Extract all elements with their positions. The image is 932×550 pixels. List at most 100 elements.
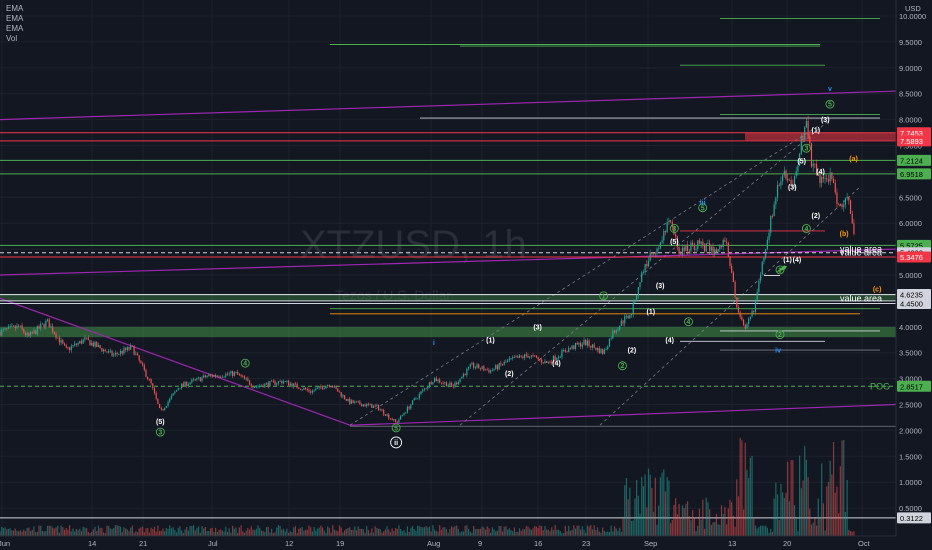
time-axis[interactable]: Jun 14 21 Jul 12 19 Aug 9 16 23 Sep 13 20 Oct [0, 535, 932, 550]
candle-body [809, 136, 811, 144]
volume-bar [26, 527, 28, 536]
volume-bar [544, 526, 546, 536]
volume-bar [350, 529, 353, 536]
price-axis[interactable]: 10.00009.50009.00008.50008.00007.50007.0… [895, 0, 932, 550]
volume-bar [444, 527, 446, 536]
candle-body [184, 381, 186, 386]
candle-body [325, 386, 327, 389]
volume-bar [354, 526, 356, 536]
volume-bar [345, 528, 347, 536]
volume-bar [342, 532, 344, 536]
candle-body [481, 366, 483, 369]
volume-bar [790, 460, 792, 536]
volume-bar [510, 529, 512, 536]
volume-bar [106, 525, 108, 536]
time-tick-label: 21 [139, 539, 147, 548]
dashed-channel-3 [599, 186, 861, 426]
volume-bar [57, 525, 59, 536]
wave-circle [240, 358, 250, 368]
candle-body [649, 252, 651, 262]
volume-bar [172, 527, 174, 536]
price-tag [897, 297, 931, 309]
volume-bar [515, 531, 517, 536]
candle-body [24, 332, 27, 336]
grid [0, 0, 896, 536]
candle-body [756, 291, 758, 301]
volume-bar [739, 437, 741, 536]
candle-body [454, 382, 456, 387]
candle-body [238, 374, 240, 376]
volume-bar [787, 461, 789, 536]
volume-bar [6, 529, 8, 536]
candle-body [751, 311, 753, 317]
volume-bar [28, 527, 30, 536]
volume-bar [335, 530, 337, 536]
volume-bar [627, 499, 629, 536]
price-tag-label: 7.2124 [900, 156, 923, 165]
legend-ema-1[interactable]: EMA [6, 4, 24, 13]
candle-body [352, 400, 354, 403]
volume-bar [817, 498, 819, 536]
volume-bar [736, 479, 738, 536]
time-tick-label: Jun [0, 539, 10, 548]
candle-body [271, 380, 273, 382]
volume-bar [143, 532, 145, 536]
volume-bar [598, 531, 600, 536]
candle-body [843, 204, 845, 207]
volume-bar [101, 527, 103, 536]
candle-body [734, 282, 736, 298]
candle-body [593, 344, 595, 348]
time-tick-label: 23 [582, 539, 590, 548]
candle-body [523, 354, 526, 358]
indicator-legend[interactable]: EMA EMA EMA Vol [6, 4, 23, 44]
volume-bar [413, 528, 415, 536]
legend-ema-3[interactable]: EMA [6, 24, 24, 33]
candle-body [815, 164, 818, 176]
volume-bar [442, 527, 444, 536]
volume-bar [488, 528, 490, 536]
candle-body [444, 382, 446, 384]
volume-bar [403, 530, 405, 536]
candle-body [286, 380, 288, 382]
candle-body [340, 392, 342, 397]
volume-bar [4, 527, 6, 536]
volume-bar [417, 525, 419, 536]
candle-body [675, 234, 677, 237]
candle-body [498, 363, 500, 370]
volume-bar [653, 511, 655, 536]
volume-bar [383, 531, 385, 536]
candle-body [53, 332, 55, 335]
legend-ema-2[interactable]: EMA [6, 14, 24, 23]
volume-bar [153, 526, 156, 536]
volume-bar [500, 525, 502, 536]
time-tick-label: Oct [858, 539, 871, 548]
candle-body [264, 383, 266, 388]
candle-body [634, 299, 636, 303]
volume-bar [226, 532, 229, 536]
candle-body [719, 245, 721, 250]
volume-bar [391, 528, 393, 536]
volume-bar [260, 530, 263, 536]
candle-body [539, 359, 541, 361]
volume-bar [308, 525, 310, 536]
volume-bar [192, 525, 195, 536]
volume-bar [827, 481, 830, 536]
candle-body [822, 176, 824, 179]
candle-body [445, 382, 448, 387]
price-levels [0, 132, 896, 519]
volume-bar [70, 531, 72, 536]
candle-body [342, 395, 344, 397]
price-tag-label: 7.5893 [900, 137, 923, 146]
volume-bar [809, 508, 811, 536]
volume-bar [150, 527, 152, 536]
volume-bar [362, 529, 364, 536]
candle-body [469, 364, 471, 367]
candle-body [571, 345, 573, 349]
volume-bar [826, 486, 828, 536]
legend-vol[interactable]: Vol [6, 34, 18, 43]
volume-bar [744, 442, 746, 536]
candle-body [620, 320, 622, 327]
volume-bar [751, 455, 753, 536]
candle-body [16, 325, 18, 329]
